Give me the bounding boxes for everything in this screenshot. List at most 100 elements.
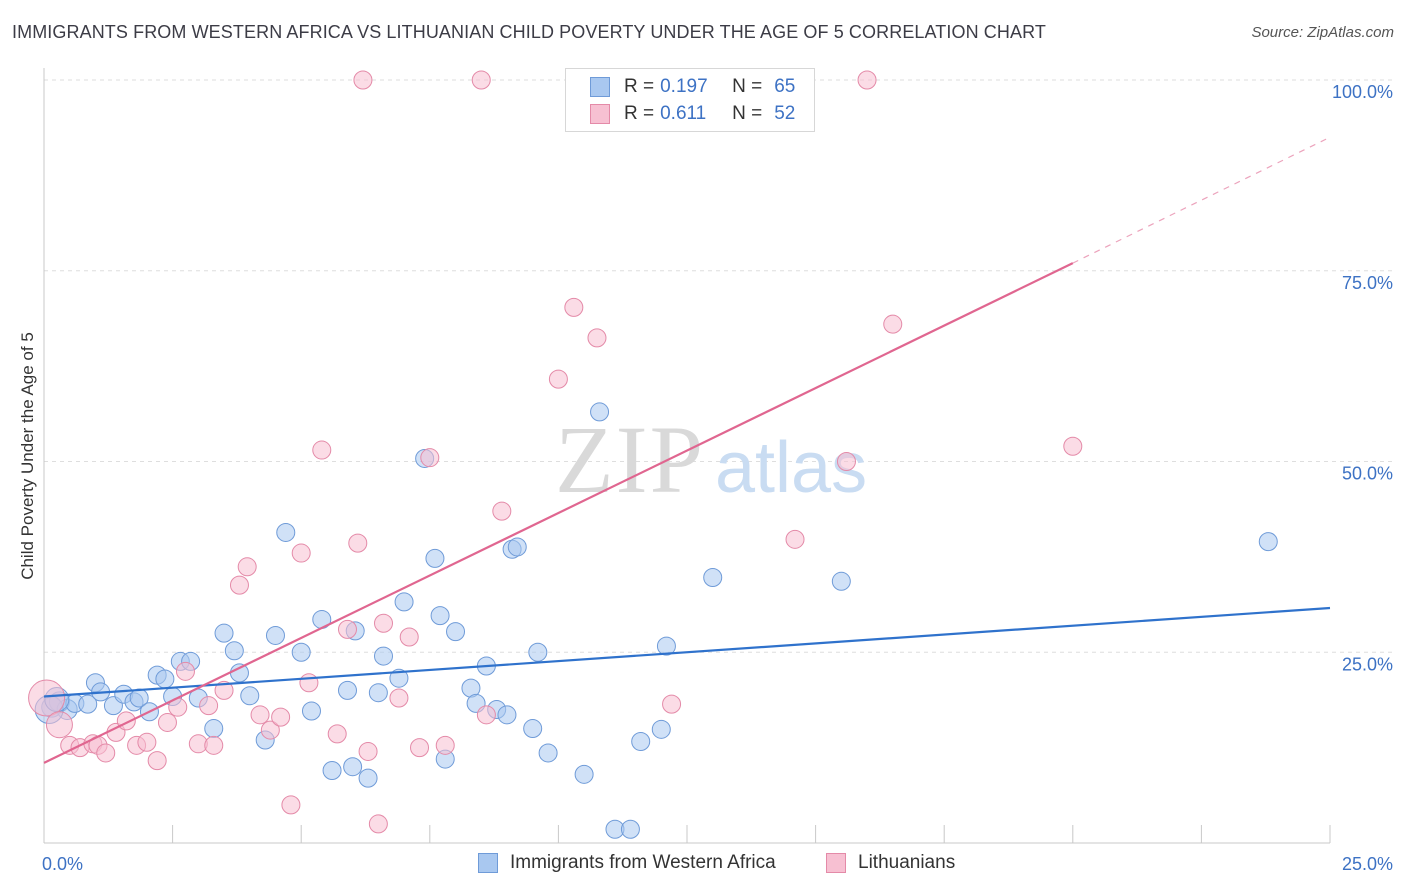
- point-western-africa: [831, 571, 851, 591]
- watermark: ZIP atlas: [555, 406, 867, 513]
- point-lithuanians: [229, 575, 249, 595]
- point-lithuanians: [237, 557, 257, 577]
- series-legend-swatch-blue: [478, 853, 498, 873]
- tick-labels: 25.0% 50.0% 75.0% 100.0% 0.0% 25.0%: [42, 82, 1393, 874]
- point-western-africa: [1258, 532, 1278, 552]
- point-western-africa: [229, 663, 249, 683]
- legend-r-value: 0.197: [660, 76, 708, 97]
- point-lithuanians: [420, 448, 440, 468]
- y-tick-label: 50.0%: [1342, 464, 1393, 484]
- series-legend-label: Lithuanians: [858, 852, 956, 873]
- y-tick-label: 25.0%: [1342, 654, 1393, 674]
- x-tick-label: 25.0%: [1342, 854, 1393, 874]
- point-lithuanians: [883, 314, 903, 334]
- point-lithuanians: [374, 613, 394, 633]
- point-lithuanians: [358, 741, 378, 761]
- point-western-africa: [430, 606, 450, 626]
- legend-row-western-africa: R = 0.197 N = 65: [590, 76, 795, 98]
- point-lithuanians: [410, 738, 430, 758]
- point-lithuanians: [28, 679, 66, 717]
- legend-n-value: 65: [774, 76, 796, 97]
- watermark-zip: ZIP: [555, 406, 705, 513]
- x-tick-label: 0.0%: [42, 854, 83, 874]
- point-lithuanians: [435, 735, 455, 755]
- point-western-africa: [374, 646, 394, 666]
- point-lithuanians: [587, 328, 607, 348]
- point-lithuanians: [662, 694, 682, 714]
- point-lithuanians: [785, 529, 805, 549]
- point-lithuanians: [399, 627, 419, 647]
- series-legend: Immigrants from Western Africa Lithuania…: [0, 852, 1406, 876]
- legend-r-label: R =: [624, 103, 655, 124]
- legend-n-label: N =: [732, 76, 763, 97]
- point-western-africa: [343, 757, 363, 777]
- point-western-africa: [620, 819, 640, 839]
- legend: R = 0.197 N = 65 R = 0.611 N = 52: [565, 68, 815, 132]
- point-western-africa: [528, 642, 548, 662]
- legend-r-value: 0.611: [660, 103, 707, 124]
- point-lithuanians: [204, 735, 224, 755]
- point-lithuanians: [389, 688, 409, 708]
- source-label: Source: ZipAtlas.com: [1251, 24, 1394, 41]
- point-western-africa: [301, 701, 321, 721]
- point-western-africa: [337, 680, 357, 700]
- series-legend-lithuanians: Lithuanians: [826, 852, 955, 874]
- point-lithuanians: [260, 720, 280, 740]
- point-lithuanians: [1063, 436, 1083, 456]
- point-lithuanians: [368, 814, 388, 834]
- point-western-africa: [224, 641, 244, 661]
- legend-r-label: R =: [624, 76, 655, 97]
- point-western-africa: [507, 537, 527, 557]
- y-axis-title: Child Poverty Under the Age of 5: [18, 332, 37, 580]
- point-western-africa: [651, 719, 671, 739]
- point-western-africa: [368, 683, 388, 703]
- series-legend-swatch-pink: [826, 853, 846, 873]
- point-lithuanians: [836, 452, 856, 471]
- point-western-africa: [389, 668, 409, 688]
- point-western-africa: [291, 642, 311, 662]
- point-western-africa: [538, 743, 558, 763]
- point-lithuanians: [147, 751, 167, 771]
- point-lithuanians: [291, 543, 311, 563]
- legend-n-value: 52: [774, 103, 796, 124]
- point-western-africa: [574, 764, 594, 784]
- point-lithuanians: [175, 661, 195, 681]
- point-lithuanians: [199, 696, 219, 716]
- point-western-africa: [425, 548, 445, 568]
- point-western-africa: [446, 622, 466, 642]
- series-legend-label: Immigrants from Western Africa: [510, 852, 776, 873]
- point-western-africa: [703, 567, 723, 587]
- point-lithuanians: [137, 732, 157, 752]
- series-legend-western-africa: Immigrants from Western Africa: [478, 852, 776, 874]
- point-western-africa: [394, 592, 414, 612]
- point-western-africa: [265, 625, 285, 645]
- trendline-lithuanians-extension: [1072, 136, 1331, 264]
- legend-row-lithuanians: R = 0.611 N = 52: [590, 103, 795, 125]
- point-lithuanians: [857, 70, 877, 90]
- point-western-africa: [358, 768, 378, 788]
- point-western-africa: [214, 623, 234, 643]
- legend-swatch-blue: [590, 77, 610, 97]
- point-lithuanians: [214, 680, 234, 700]
- point-lithuanians: [471, 70, 491, 90]
- point-western-africa: [276, 522, 296, 542]
- legend-n-label: N =: [732, 103, 763, 124]
- point-lithuanians: [157, 712, 177, 732]
- point-western-africa: [322, 761, 342, 781]
- y-tick-label: 75.0%: [1342, 273, 1393, 293]
- y-tick-label: 100.0%: [1332, 82, 1393, 102]
- point-lithuanians: [492, 501, 512, 521]
- point-lithuanians: [348, 533, 368, 553]
- point-western-africa: [204, 719, 224, 739]
- point-lithuanians: [548, 369, 568, 389]
- point-western-africa: [78, 694, 98, 714]
- trendline-lithuanians: [43, 262, 1074, 764]
- point-western-africa: [631, 732, 651, 752]
- point-western-africa: [590, 402, 610, 422]
- trendline-western-africa: [43, 606, 1331, 698]
- point-lithuanians: [271, 707, 291, 727]
- point-western-africa: [656, 636, 676, 656]
- legend-swatch-pink: [590, 104, 610, 124]
- point-western-africa: [155, 669, 175, 689]
